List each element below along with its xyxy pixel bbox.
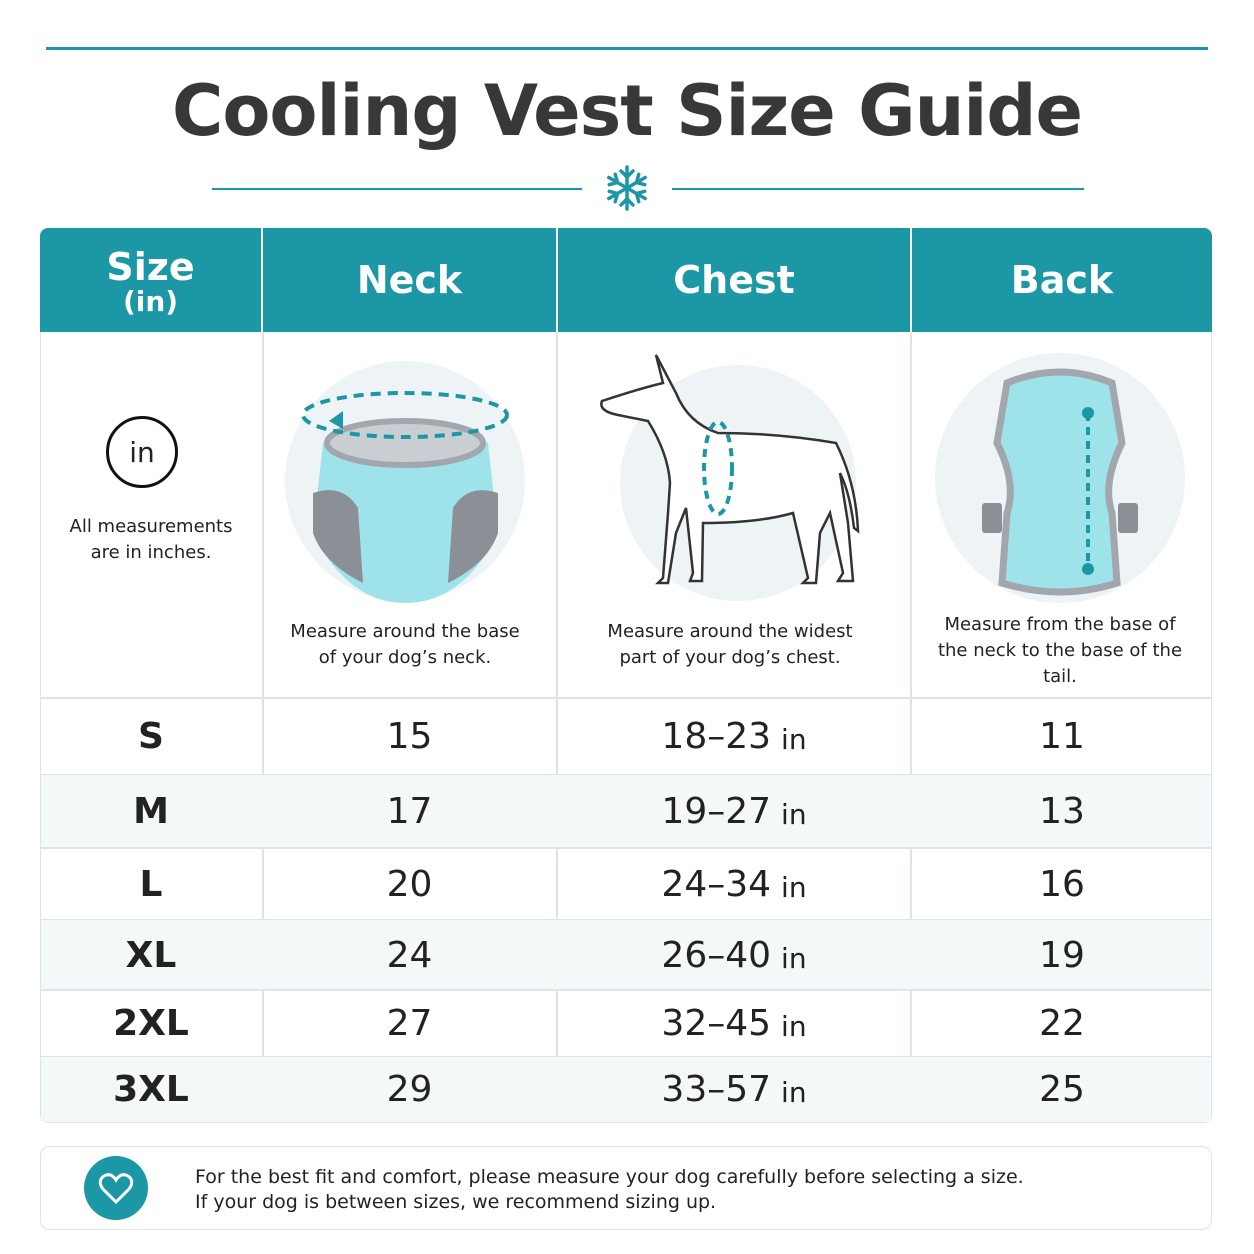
top-rule <box>46 47 1208 50</box>
unit: in <box>781 723 807 756</box>
caption: Measure around the widest part of your d… <box>607 621 853 668</box>
range: 18–23 <box>661 716 772 757</box>
unit: in <box>781 1010 807 1043</box>
snowflake-icon <box>604 165 650 211</box>
title: Cooling Vest Size Guide <box>171 70 1083 152</box>
size-cell: M <box>133 791 169 832</box>
value-cell: 11 <box>1039 716 1085 757</box>
size-cell: XL <box>125 934 177 976</box>
col-rule <box>262 332 264 1122</box>
value-cell: 16 <box>1039 863 1085 905</box>
value-cell: 33–57 in <box>558 1057 910 1122</box>
row-band <box>41 775 1211 848</box>
range: 24–34 <box>661 863 772 905</box>
footer-line: If your dog is between sizes, we recomme… <box>195 1191 717 1213</box>
value-cell: 19–27 in <box>558 775 910 848</box>
unit: in <box>781 941 807 975</box>
header-cell: Chest <box>558 228 912 332</box>
caption: Measure from the base of the neck to the… <box>937 614 1183 687</box>
row-rule <box>40 989 1212 991</box>
range: 33–57 <box>661 1069 772 1110</box>
heart-icon <box>84 1156 148 1220</box>
back-illustration <box>935 353 1185 603</box>
col-rule <box>910 332 912 1122</box>
row-band <box>41 920 1211 990</box>
size-cell: S <box>138 716 164 757</box>
unit: in <box>781 798 807 831</box>
value-cell: 24–34 in <box>558 848 910 920</box>
row-band <box>41 1057 1211 1122</box>
value-cell: 13 <box>1039 791 1085 832</box>
value-cell: 27 <box>386 1003 433 1044</box>
header-label: Size <box>106 245 195 289</box>
row-rule <box>40 774 1212 776</box>
col-rule <box>556 332 558 1122</box>
header-cell: Size (in) <box>40 228 263 332</box>
range: 32–45 <box>661 1003 772 1044</box>
value-cell: 29 <box>386 1069 433 1110</box>
chest-illustration <box>600 354 860 601</box>
size-cell: L <box>139 863 163 905</box>
range: 19–27 <box>661 791 772 832</box>
value-cell: 32–45 in <box>558 990 910 1057</box>
row-rule <box>40 697 1212 699</box>
value-cell: 26–40 in <box>558 920 910 990</box>
footer-box <box>40 1146 1212 1230</box>
header-cell: Back <box>912 228 1212 332</box>
value-cell: 15 <box>386 716 433 757</box>
value-cell: 18–23 in <box>558 698 910 775</box>
neck-illustration <box>285 361 525 603</box>
unit-note: All measurements are in inches. <box>69 516 233 563</box>
rule <box>212 188 582 190</box>
header-sub: (in) <box>122 285 179 318</box>
value-cell: 25 <box>1039 1069 1085 1110</box>
value-cell: 17 <box>386 791 433 832</box>
value-cell: 19 <box>1039 934 1085 976</box>
rule <box>672 188 1084 190</box>
range: 26–40 <box>661 934 772 976</box>
row-rule <box>40 1056 1212 1058</box>
row-rule <box>40 919 1212 921</box>
value-cell: 22 <box>1039 1003 1085 1044</box>
value-cell: 20 <box>386 863 433 905</box>
footer-text: For the best fit and comfort, please mea… <box>195 1165 1024 1215</box>
unit: in <box>781 870 807 904</box>
footer-line: For the best fit and comfort, please mea… <box>195 1166 1024 1188</box>
unit: in <box>781 1076 807 1109</box>
caption: Measure around the base of your dog’s ne… <box>290 621 520 668</box>
size-cell: 3XL <box>113 1069 189 1110</box>
header-cell: Neck <box>263 228 558 332</box>
row-rule <box>40 847 1212 849</box>
unit-badge: in <box>106 416 178 488</box>
size-cell: 2XL <box>113 1003 189 1044</box>
value-cell: 24 <box>386 934 433 976</box>
